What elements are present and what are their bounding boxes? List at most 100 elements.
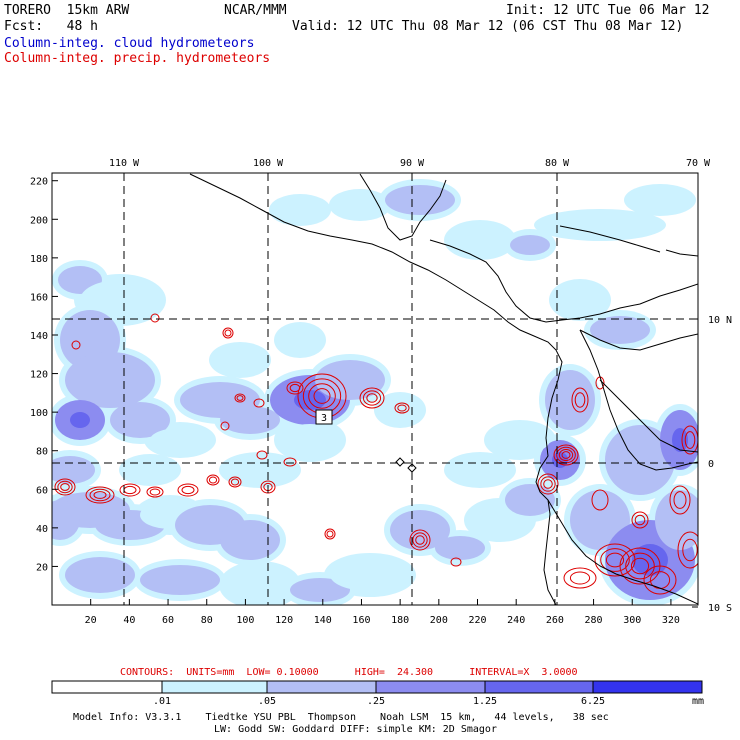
cloud-blob [52,500,80,540]
precip-contour [177,483,199,497]
precip-contour [236,395,244,401]
precip-contour [561,451,571,459]
precip-contour [206,474,220,486]
precip-contour [359,387,385,409]
precip-contour [537,473,559,495]
precip-contour [119,483,141,497]
cloud-blob [605,425,675,495]
precip-contour [450,557,462,567]
model-title: TORERO 15km ARW [4,3,130,18]
lat-lon-grid [52,173,698,605]
colorbar-unit: mm [692,696,705,707]
valid-time: Valid: 12 UTC Thu 08 Mar 12 (06 CST Thu … [292,19,684,34]
y-tick-label: 40 [36,524,48,535]
colorbar-tick-label: .05 [257,696,277,707]
precip-contour [605,552,625,568]
cloud-blob [110,402,170,438]
org-label: NCAR/MMM [224,3,287,18]
colorbar-swatch [375,680,486,694]
precip-contour [149,488,161,496]
lon-label: 100 W [253,158,284,169]
cloud-blob [280,328,320,352]
y-tick-label: 20 [36,562,48,573]
cloud-field [52,173,698,605]
precip-contour [89,488,111,502]
precip-contour [54,478,76,496]
x-tick-label: 220 [468,615,486,626]
precip-contour [634,514,646,526]
precip-contour [85,486,115,504]
lon-label: 80 W [545,158,570,169]
colorbar-tick-label: 1.25 [472,696,498,707]
precip-contour [397,404,407,412]
precip-contour [630,557,650,575]
cloud-blob [215,348,265,372]
lon-label: 90 W [400,158,425,169]
precip-contour [415,535,425,545]
precip-contour [208,476,218,484]
init-time: Init: 12 UTC Tue 06 Mar 12 [506,3,710,18]
x-tick-label: 240 [507,615,525,626]
cloud-blob [630,190,690,210]
x-tick-label: 320 [662,615,680,626]
precip-contour [150,313,160,323]
precip-contour [220,421,230,431]
cloud-blob [140,565,220,595]
cloud-blob [125,460,175,480]
precip-contour [574,392,586,408]
cloud-blob [490,426,550,454]
cloud-blob [380,398,420,422]
precip-contour [289,383,301,393]
y-tick-label: 60 [36,485,48,496]
x-tick-label: 160 [352,615,370,626]
precip-contour [224,329,232,337]
precip-contour [409,529,431,551]
lat-label: 0 [708,459,714,470]
precip-contour [308,383,336,409]
x-tick-label: 100 [236,615,254,626]
precip-contour [600,548,630,572]
cloud-blob [385,185,455,215]
precip-contour [253,398,265,408]
precip-contour [682,538,698,562]
x-tick-label: 200 [430,615,448,626]
cloud-core [672,428,688,452]
colorbar-tick-label: .25 [366,696,386,707]
x-tick-label: 120 [275,615,293,626]
x-tick-label: 20 [85,615,97,626]
cloud-blob [590,316,650,344]
precip-contour [286,381,304,395]
colorbar-swatch [592,680,703,694]
cloud-blob [540,215,660,235]
precip-contour [283,457,297,467]
precip-contour [234,393,246,403]
precip-contour [146,486,164,498]
plot-frame [51,172,699,606]
precip-contour [643,565,677,595]
cloud-core [552,452,568,468]
cloud-core [294,390,326,410]
field-cloud-title: Column-integ. cloud hydrometeors [4,36,255,51]
colorbar-tick-label: 6.25 [580,696,606,707]
precip-contour [222,327,234,339]
x-tick-label: 280 [585,615,603,626]
precip-contour [57,480,73,494]
cloud-blob [450,226,510,254]
precip-contour [563,567,597,589]
cloud-blob [220,520,280,560]
cloud-blob [555,285,605,315]
precip-contour [230,478,240,486]
cloud-blob [435,536,485,560]
precip-contour [394,402,410,414]
lon-label: 110 W [109,158,140,169]
model-info: Model Info: V3.3.1 Tiedtke YSU PBL Thomp… [73,712,609,723]
precip-contour [669,485,691,515]
max-annotation: 3 [315,409,333,425]
precip-contour [625,552,655,580]
cloud-blob [65,352,155,408]
precip-contour [71,340,81,350]
y-tick-label: 200 [30,215,48,226]
cloud-blob [80,280,160,320]
y-tick-label: 180 [30,254,48,265]
